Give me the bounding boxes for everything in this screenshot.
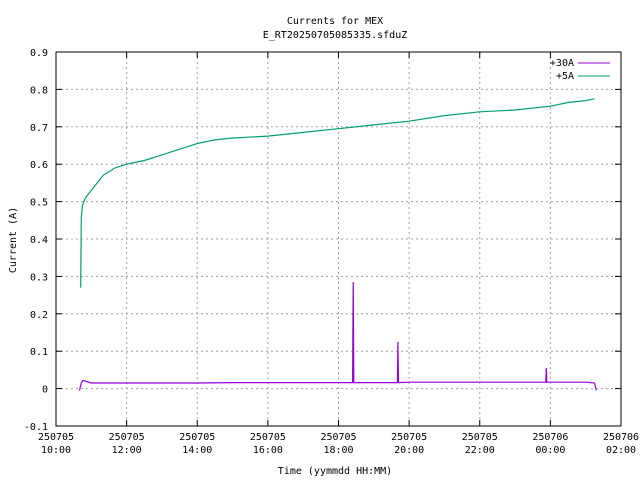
y-axis-label: Current (A): [8, 207, 19, 273]
y-tick-label: 0.2: [30, 310, 48, 321]
x-tick-time: 10:00: [41, 445, 71, 456]
y-tick-labels: -0.1 0 0.1 0.2 0.3 0.4 0.5 0.6 0.7 0.8 0.9: [24, 48, 48, 433]
chart-title: Currents for MEX: [287, 16, 383, 27]
x-tick-date: 250706: [532, 432, 568, 443]
x-tick-date: 250705: [109, 432, 145, 443]
x-tick-time: 12:00: [112, 445, 142, 456]
y-tick-label: 0.6: [30, 160, 48, 171]
y-tick-label: 0.7: [30, 123, 48, 134]
tick-marks: [55, 51, 622, 427]
x-tick-date: 250705: [38, 432, 74, 443]
chart-subtitle: E_RT20250705085335.sfduZ: [263, 30, 408, 41]
series-layer: [78, 98, 597, 391]
series-line-1: [80, 98, 595, 288]
x-tick-date: 250705: [250, 432, 286, 443]
x-tick-date: 250705: [320, 432, 356, 443]
x-tick-date: 250705: [462, 432, 498, 443]
y-tick-label: 0: [42, 385, 48, 396]
y-tick-label: 0.4: [30, 235, 48, 246]
x-tick-time: 02:00: [606, 445, 636, 456]
x-tick-time: 16:00: [253, 445, 283, 456]
x-tick-time: 00:00: [535, 445, 565, 456]
series-line-0: [78, 281, 597, 391]
x-tick-time: 18:00: [323, 445, 353, 456]
legend-label-5a: +5A: [556, 71, 574, 82]
y-tick-label: 0.5: [30, 198, 48, 209]
x-tick-time: 22:00: [465, 445, 495, 456]
y-tick-label: -0.1: [24, 422, 48, 433]
x-tick-date: 250705: [391, 432, 427, 443]
x-tick-time: 14:00: [182, 445, 212, 456]
y-tick-label: 0.3: [30, 272, 48, 283]
x-tick-labels: 250705 10:00 250705 12:00 250705 14:00 250705 1…: [38, 432, 639, 456]
x-tick-date: 250705: [179, 432, 215, 443]
x-tick-time: 20:00: [394, 445, 424, 456]
legend: +30A +5A: [550, 58, 610, 82]
x-axis-label: Time (yymmdd HH:MM): [278, 466, 392, 477]
y-tick-label: 0.8: [30, 85, 48, 96]
y-tick-label: 0.1: [30, 347, 48, 358]
x-tick-date: 250706: [603, 432, 639, 443]
legend-label-30a: +30A: [550, 58, 574, 69]
grid-lines: [55, 51, 622, 427]
y-tick-label: 0.9: [30, 48, 48, 59]
